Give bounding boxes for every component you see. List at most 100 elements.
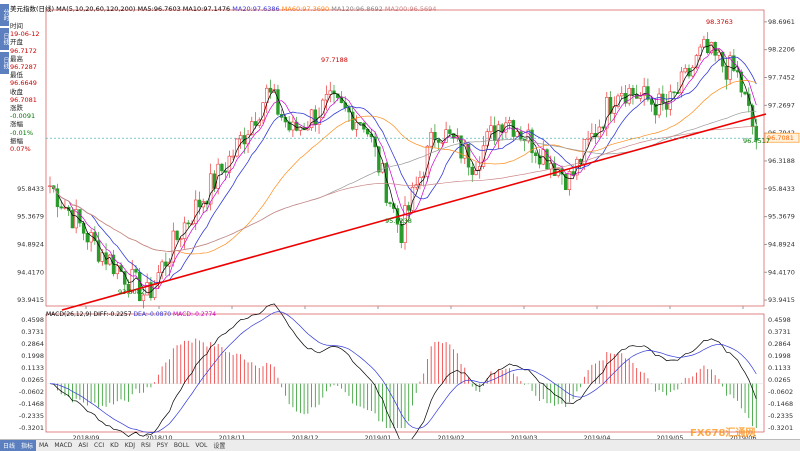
price-tick-label: 98.2206: [768, 46, 795, 54]
candle-body: [507, 120, 512, 124]
candle-body: [567, 171, 572, 191]
candle-body: [93, 232, 97, 241]
candle-body: [698, 46, 702, 56]
toolbar-item[interactable]: RSI: [141, 442, 151, 449]
candle-body: [291, 121, 295, 131]
toolbar-item[interactable]: CCI: [94, 442, 105, 449]
month-label: 2018/12: [291, 434, 318, 439]
macd-tick-label: 0.1133: [768, 364, 791, 372]
candle-body: [440, 141, 445, 144]
macd-tick-label-left: 0.0265: [21, 376, 44, 384]
candle-body: [649, 99, 654, 105]
candle-body: [691, 67, 695, 77]
price-annotation: 93.8082: [118, 288, 145, 296]
candle-body: [238, 135, 243, 140]
price-chart[interactable]: 98.696198.220697.745297.269796.794296.31…: [0, 0, 800, 439]
ma200-value: MA200:96.5694: [384, 5, 437, 13]
info-label: 涨跌: [10, 104, 23, 113]
ma-label: MA(5,10,20,60,120,200): [56, 5, 136, 13]
candle-body: [137, 271, 142, 302]
ma10-value: MA10:97.1476: [182, 5, 231, 13]
price-tick-label: 94.4170: [768, 268, 795, 276]
candle-body: [436, 139, 441, 143]
ma60-value: MA60:97.3690: [281, 5, 330, 13]
ma5-line: [49, 44, 757, 294]
toolbar-item[interactable]: 日线: [0, 440, 19, 451]
month-label: 2019/01: [364, 434, 391, 439]
candle-body: [85, 232, 90, 243]
macd-tick-label-left: 0.1998: [21, 352, 44, 360]
toolbar-item[interactable]: VOL: [195, 442, 208, 449]
ma200-line: [49, 126, 757, 252]
price-frame: [45, 9, 765, 307]
candle-body: [171, 230, 176, 263]
toolbar-item[interactable]: 设置: [213, 443, 226, 450]
candle-body: [642, 86, 646, 96]
toolbar-item[interactable]: BOLL: [173, 442, 190, 449]
candle-body: [373, 136, 377, 148]
candle-body: [429, 131, 433, 147]
candle-body: [702, 39, 706, 48]
candle-body: [724, 65, 729, 80]
candle-body: [407, 205, 411, 211]
macd-label: MACD(26,12,9): [46, 311, 92, 318]
price-tick-label-left: 94.4170: [17, 268, 44, 276]
candle-body: [504, 122, 508, 133]
side-tab[interactable]: 日线: [0, 28, 9, 50]
side-tab[interactable]: 日线: [0, 52, 9, 74]
candle-body: [709, 42, 714, 54]
candle-body: [653, 104, 658, 116]
candle-body: [354, 122, 359, 130]
toolbar-item[interactable]: PSY: [156, 442, 168, 449]
candle-body: [231, 155, 235, 158]
macd-tick-label-left: 0.1133: [21, 364, 44, 372]
info-value: 96.7287: [10, 63, 37, 72]
macd-frame: [45, 313, 765, 433]
info-value: 96.6649: [10, 79, 37, 88]
price-tick-label: 97.2697: [768, 101, 795, 109]
toolbar-item[interactable]: KD: [110, 442, 119, 449]
candle-body: [664, 102, 669, 110]
month-label: 2019/03: [510, 434, 537, 439]
current-price-box: [764, 132, 800, 143]
ma5-value: MA5:96.7603: [137, 5, 181, 13]
candle-body: [485, 131, 489, 147]
month-label: 2019/06: [729, 434, 756, 439]
toolbar-item[interactable]: MACD: [54, 442, 73, 449]
candle-body: [89, 232, 93, 243]
candle-body: [694, 55, 699, 68]
macd-tick-label: 0.1998: [768, 352, 791, 360]
candle-body: [511, 120, 516, 137]
candle-body: [358, 122, 362, 124]
candle-body: [534, 152, 538, 156]
candle-body: [175, 230, 179, 240]
candle-body: [470, 166, 474, 175]
info-value: -0.01%: [10, 128, 33, 137]
price-tick-label-left: 95.8433: [17, 185, 44, 193]
info-value: 0.07%: [10, 145, 31, 154]
trend-line: [61, 113, 767, 311]
info-value: 19-06-12: [10, 30, 40, 39]
price-annotation: 98.3763: [706, 18, 733, 26]
candle-body: [683, 67, 687, 73]
toolbar-item[interactable]: MA: [39, 442, 49, 449]
ma20-value: MA20:97.6386: [232, 5, 280, 13]
toolbar-item[interactable]: ASI: [78, 442, 88, 449]
macd-tick-label: -0.3201: [768, 424, 793, 432]
toolbar-item[interactable]: KDJ: [124, 442, 136, 449]
candle-body: [332, 90, 336, 95]
price-tick-label: 95.8433: [768, 185, 795, 193]
side-tab[interactable]: 分时: [0, 4, 9, 26]
macd-tick-label: -0.2335: [768, 412, 793, 420]
toolbar-item[interactable]: 指标: [18, 440, 37, 451]
candle-body: [115, 265, 119, 275]
candle-body: [377, 146, 381, 173]
candle-body: [743, 91, 747, 95]
candle-body: [328, 90, 332, 95]
ma20-line: [49, 56, 757, 283]
candle-body: [134, 269, 138, 273]
candle-body: [96, 240, 101, 262]
info-label: 收盘: [10, 87, 23, 96]
candle-body: [287, 121, 291, 131]
candle-body: [100, 252, 105, 262]
